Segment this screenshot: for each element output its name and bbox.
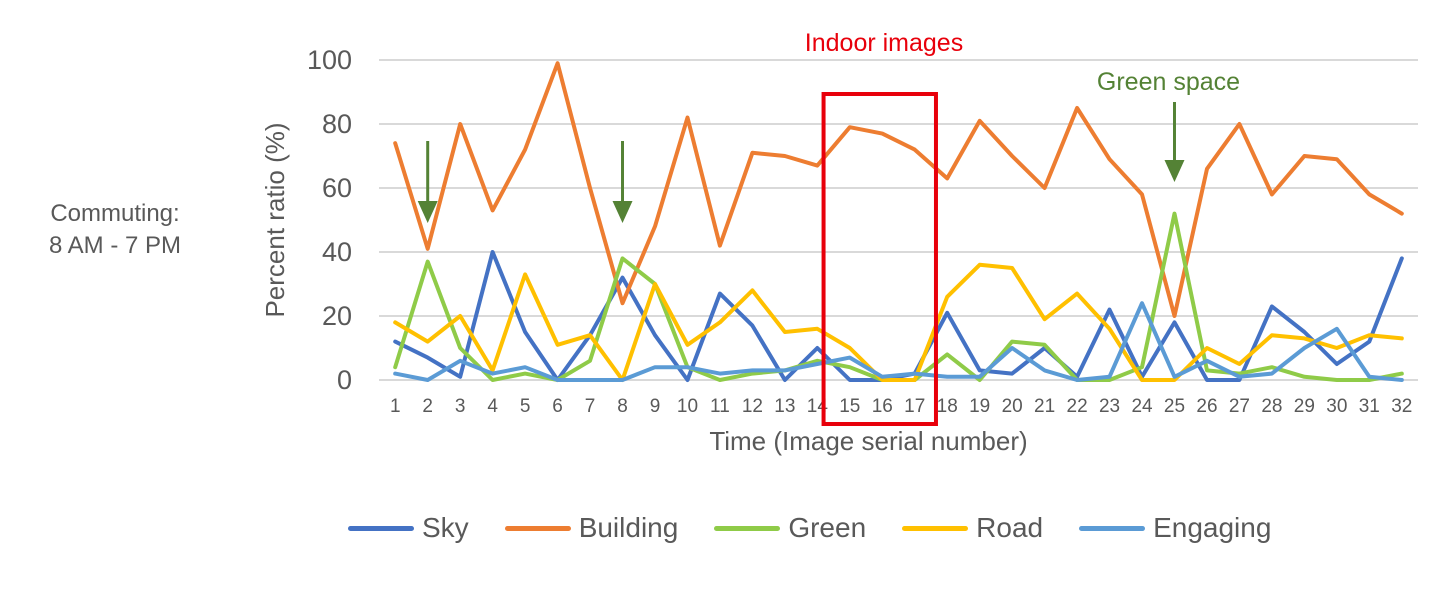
x-tick-label: 31 <box>1359 396 1380 417</box>
series-line-road <box>393 262 1404 382</box>
x-tick-labels: 1 2 3 4 5 6 7 8 9 10 11 12 13 14 15 16 17 18 19 20 21 22 23 24 2… <box>390 396 1412 417</box>
green-space-label: Green space <box>1097 68 1240 96</box>
x-tick-label: 11 <box>710 396 730 417</box>
x-tick-label: 29 <box>1294 396 1315 417</box>
y-tick-labels: 0 20 40 60 80 100 <box>307 45 352 395</box>
x-tick-label: 1 <box>390 396 401 417</box>
commuting-time-label: 8 AM - 7 PM <box>48 232 182 259</box>
y-tick-label: 0 <box>337 365 352 395</box>
x-tick-label: 16 <box>872 396 893 417</box>
legend: Sky Building Green Road Engaging <box>348 512 1307 544</box>
x-tick-label: 19 <box>969 396 990 417</box>
legend-swatch <box>902 525 969 531</box>
x-tick-label: 13 <box>774 396 795 417</box>
indoor-highlight-box <box>821 92 938 426</box>
x-tick-label: 24 <box>1131 396 1153 417</box>
x-tick-label: 20 <box>1002 396 1023 417</box>
x-tick-label: 12 <box>742 396 763 417</box>
x-tick-label: 9 <box>650 396 661 417</box>
x-tick-label: 2 <box>422 396 433 417</box>
series-line-building <box>393 61 1404 318</box>
x-tick-label: 18 <box>937 396 958 417</box>
legend-item-green: Green <box>714 512 866 544</box>
legend-item-road: Road <box>902 512 1043 544</box>
legend-item-building: Building <box>504 512 679 544</box>
x-tick-label: 7 <box>585 396 596 417</box>
x-tick-label: 21 <box>1034 396 1055 417</box>
green-space-arrows <box>417 102 1185 223</box>
legend-label: Green <box>788 512 867 543</box>
arrow-head <box>1164 160 1185 182</box>
legend-swatch <box>1079 525 1146 531</box>
legend-swatch <box>348 525 414 531</box>
x-tick-label: 27 <box>1229 396 1250 417</box>
x-tick-label: 17 <box>904 396 925 417</box>
y-tick-label: 80 <box>322 109 352 139</box>
legend-swatch <box>504 525 571 531</box>
x-tick-label: 23 <box>1099 396 1120 417</box>
legend-label: Sky <box>422 512 469 543</box>
arrow-head <box>612 201 633 223</box>
arrow-head <box>417 201 438 223</box>
series-line-engaging <box>393 301 1404 382</box>
legend-label: Road <box>976 512 1044 543</box>
x-tick-label: 6 <box>552 396 563 417</box>
x-tick-label: 22 <box>1067 396 1088 417</box>
y-tick-label: 40 <box>322 237 352 267</box>
legend-swatch <box>714 525 781 531</box>
legend-label: Engaging <box>1153 512 1272 543</box>
y-tick-label: 100 <box>307 45 352 75</box>
x-tick-label: 10 <box>677 396 698 417</box>
y-tick-label: 20 <box>322 301 352 331</box>
grid-lines <box>379 59 1418 381</box>
x-tick-label: 4 <box>487 396 498 417</box>
x-tick-label: 25 <box>1164 396 1185 417</box>
x-tick-label: 8 <box>617 396 628 417</box>
legend-label: Building <box>578 512 679 543</box>
legend-item-engaging: Engaging <box>1079 512 1271 544</box>
series-lines <box>393 61 1404 382</box>
x-tick-label: 28 <box>1261 396 1282 417</box>
legend-item-sky: Sky <box>348 512 469 544</box>
x-tick-label: 3 <box>455 396 466 417</box>
y-tick-label: 60 <box>322 173 352 203</box>
indoor-images-label: Indoor images <box>805 29 963 57</box>
x-tick-label: 30 <box>1326 396 1347 417</box>
x-tick-label: 5 <box>520 396 531 417</box>
x-tick-label: 32 <box>1391 396 1412 417</box>
x-axis-label: Time (Image serial number) <box>709 426 1027 456</box>
x-tick-label: 15 <box>839 396 860 417</box>
commuting-label: Commuting: <box>50 200 180 227</box>
y-axis-label: Percent ratio (%) <box>260 122 290 317</box>
x-tick-label: 26 <box>1196 396 1217 417</box>
